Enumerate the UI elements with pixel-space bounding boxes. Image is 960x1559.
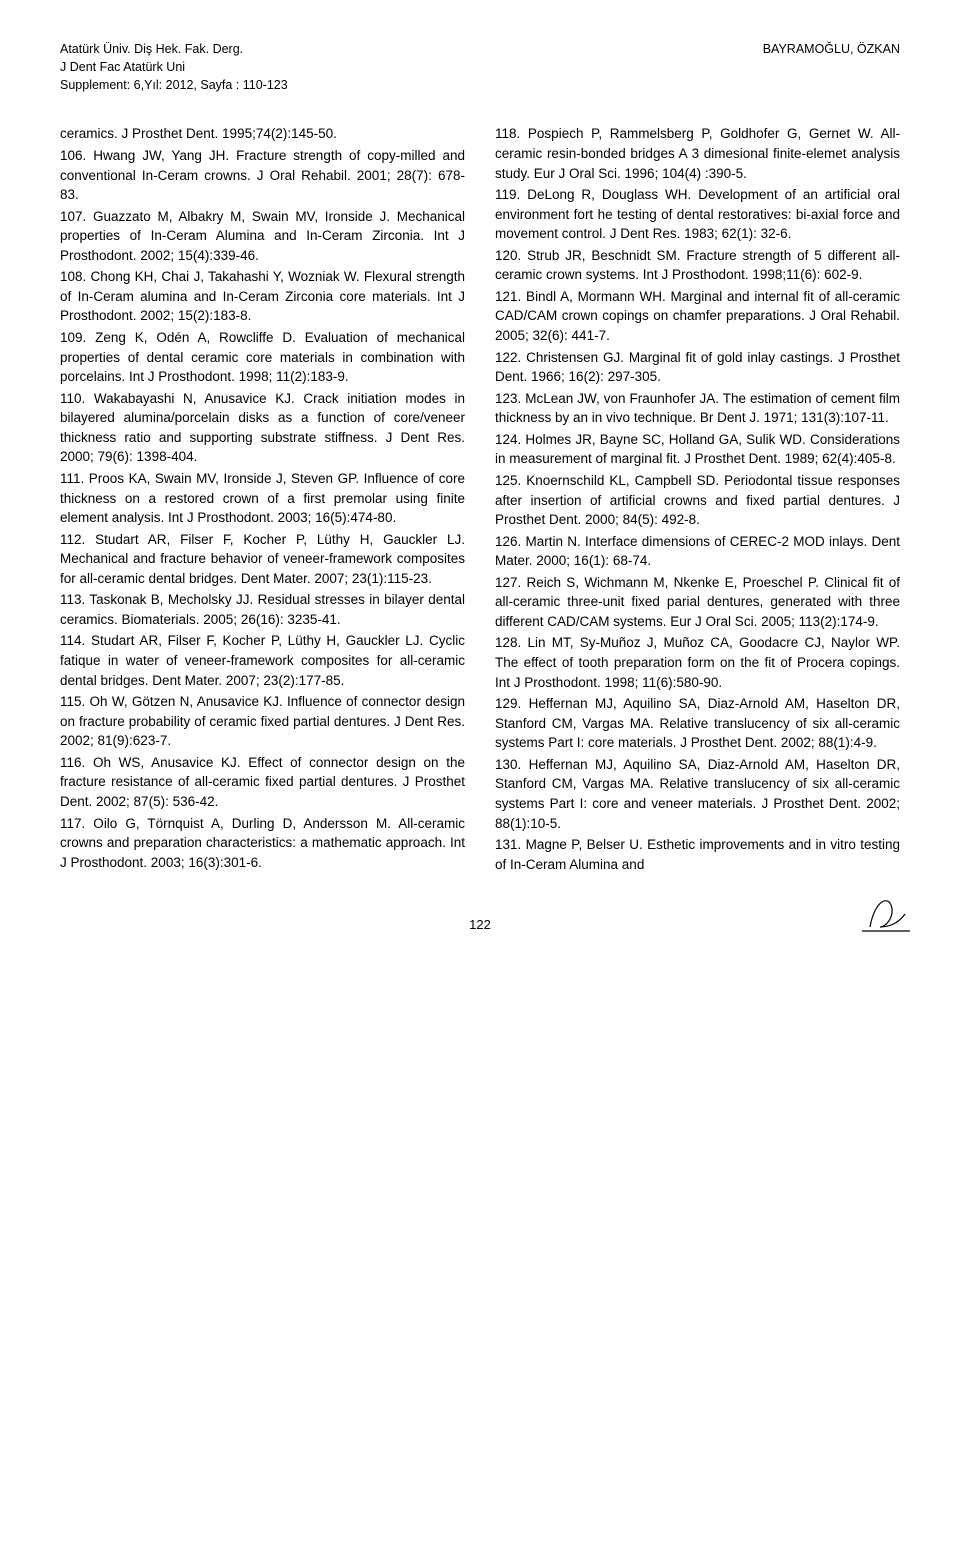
- reference-item: 110. Wakabayashi N, Anusavice KJ. Crack …: [60, 389, 465, 467]
- reference-item: 113. Taskonak B, Mecholsky JJ. Residual …: [60, 590, 465, 629]
- reference-item: 111. Proos KA, Swain MV, Ironside J, Ste…: [60, 469, 465, 528]
- signature-icon: [850, 879, 920, 945]
- reference-item: 119. DeLong R, Douglass WH. Development …: [495, 185, 900, 244]
- journal-supplement: Supplement: 6,Yıl: 2012, Sayfa : 110-123: [60, 76, 288, 94]
- reference-item: 123. McLean JW, von Fraunhofer JA. The e…: [495, 389, 900, 428]
- journal-info: Atatürk Üniv. Diş Hek. Fak. Derg. J Dent…: [60, 40, 288, 94]
- reference-item: 118. Pospiech P, Rammelsberg P, Goldhofe…: [495, 124, 900, 183]
- reference-columns: ceramics. J Prosthet Dent. 1995;74(2):14…: [60, 124, 900, 876]
- reference-item: 130. Heffernan MJ, Aquilino SA, Diaz-Arn…: [495, 755, 900, 833]
- reference-item: 106. Hwang JW, Yang JH. Fracture strengt…: [60, 146, 465, 205]
- journal-title-tr: Atatürk Üniv. Diş Hek. Fak. Derg.: [60, 40, 288, 58]
- reference-item: 108. Chong KH, Chai J, Takahashi Y, Wozn…: [60, 267, 465, 326]
- journal-title-en: J Dent Fac Atatürk Uni: [60, 58, 288, 76]
- reference-item: 112. Studart AR, Filser F, Kocher P, Lüt…: [60, 530, 465, 589]
- reference-item: 129. Heffernan MJ, Aquilino SA, Diaz-Arn…: [495, 694, 900, 753]
- reference-item: 131. Magne P, Belser U. Esthetic improve…: [495, 835, 900, 874]
- reference-item: 128. Lin MT, Sy-Muñoz J, Muñoz CA, Gooda…: [495, 633, 900, 692]
- reference-item: ceramics. J Prosthet Dent. 1995;74(2):14…: [60, 124, 465, 144]
- reference-item: 125. Knoernschild KL, Campbell SD. Perio…: [495, 471, 900, 530]
- reference-item: 120. Strub JR, Beschnidt SM. Fracture st…: [495, 246, 900, 285]
- reference-item: 124. Holmes JR, Bayne SC, Holland GA, Su…: [495, 430, 900, 469]
- reference-item: 115. Oh W, Götzen N, Anusavice KJ. Influ…: [60, 692, 465, 751]
- reference-item: 107. Guazzato M, Albakry M, Swain MV, Ir…: [60, 207, 465, 266]
- authors: BAYRAMOĞLU, ÖZKAN: [763, 40, 900, 94]
- reference-item: 109. Zeng K, Odén A, Rowcliffe D. Evalua…: [60, 328, 465, 387]
- left-column: ceramics. J Prosthet Dent. 1995;74(2):14…: [60, 124, 465, 876]
- page-number: 122: [469, 917, 491, 932]
- reference-item: 122. Christensen GJ. Marginal fit of gol…: [495, 348, 900, 387]
- reference-item: 127. Reich S, Wichmann M, Nkenke E, Proe…: [495, 573, 900, 632]
- reference-item: 121. Bindl A, Mormann WH. Marginal and i…: [495, 287, 900, 346]
- reference-item: 117. Oilo G, Törnquist A, Durling D, And…: [60, 814, 465, 873]
- reference-item: 126. Martin N. Interface dimensions of C…: [495, 532, 900, 571]
- reference-item: 114. Studart AR, Filser F, Kocher P, Lüt…: [60, 631, 465, 690]
- page-header: Atatürk Üniv. Diş Hek. Fak. Derg. J Dent…: [60, 40, 900, 94]
- page-footer: 122: [60, 916, 900, 935]
- reference-item: 116. Oh WS, Anusavice KJ. Effect of conn…: [60, 753, 465, 812]
- right-column: 118. Pospiech P, Rammelsberg P, Goldhofe…: [495, 124, 900, 876]
